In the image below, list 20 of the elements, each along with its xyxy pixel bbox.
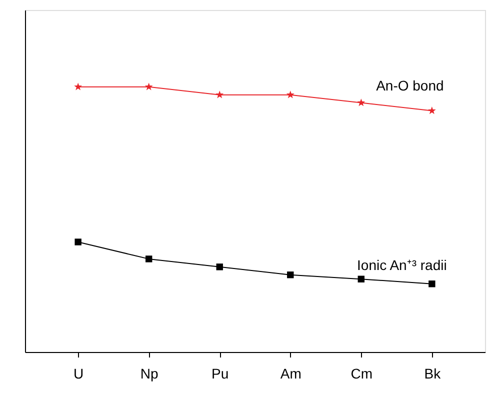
- point: [145, 256, 152, 262]
- point: [428, 106, 436, 114]
- point: [358, 276, 365, 282]
- x-tick-label: Cm: [350, 366, 373, 382]
- point: [357, 98, 366, 106]
- point: [74, 82, 82, 90]
- point: [144, 82, 153, 90]
- point: [216, 264, 223, 270]
- x-tick-label: Bk: [424, 366, 442, 382]
- series-label: An-O bond: [376, 78, 444, 94]
- x-tick-label: Am: [280, 366, 302, 382]
- point: [286, 90, 294, 98]
- x-tick-label: Pu: [212, 366, 229, 382]
- point: [428, 280, 436, 288]
- x-tick-label: Np: [140, 366, 159, 382]
- series-label: Ionic An⁺³ radii: [357, 256, 447, 273]
- x-tick-label: U: [74, 366, 84, 382]
- point: [287, 271, 294, 278]
- point: [74, 238, 82, 246]
- point: [216, 90, 224, 98]
